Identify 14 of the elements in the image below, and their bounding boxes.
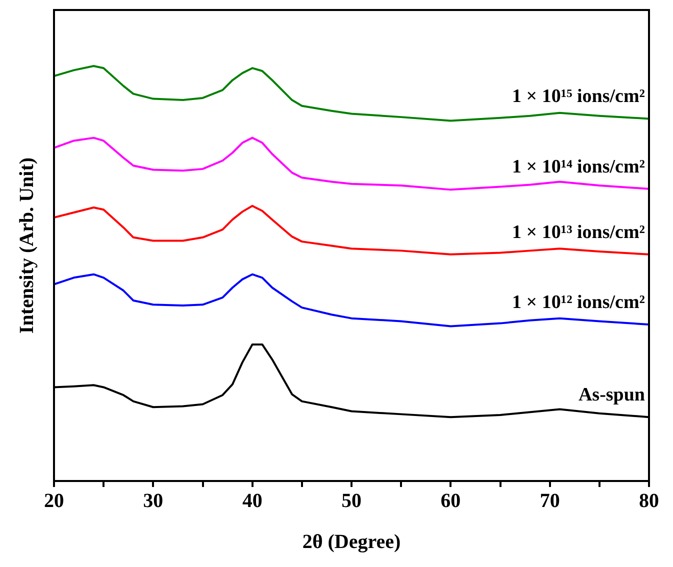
series-label: 1 × 10¹⁴ ions/cm² (512, 156, 646, 178)
x-tick-label: 80 (639, 490, 659, 512)
x-axis-title: 2θ (Degree) (302, 531, 401, 554)
series-label: As-spun (578, 384, 646, 406)
x-tick-label: 70 (540, 490, 560, 512)
x-tick-label: 50 (342, 490, 362, 512)
x-tick-label: 60 (440, 490, 461, 512)
series-label: 1 × 10¹³ ions/cm² (512, 222, 646, 243)
series-label: 1 × 10¹² ions/cm² (512, 292, 646, 313)
y-axis-title: Intensity (Arb. Unit) (16, 157, 38, 334)
x-tick-label: 20 (44, 490, 64, 512)
x-tick-label: 40 (242, 490, 262, 512)
series-label: 1 × 10¹⁵ ions/cm² (512, 86, 646, 108)
x-tick-label: 30 (143, 490, 164, 512)
